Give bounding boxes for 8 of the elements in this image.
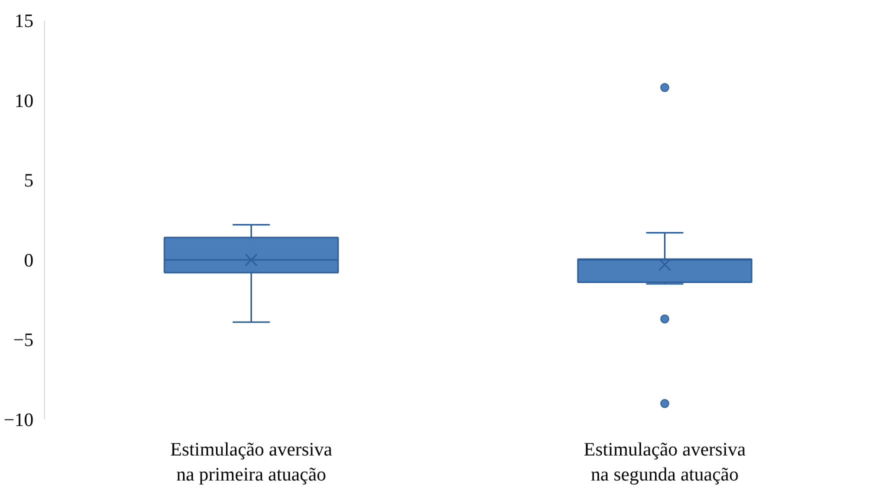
- y-tick-label: 5: [24, 170, 34, 192]
- x-tick-label: Estimulação aversiva na segunda atuação: [584, 440, 746, 486]
- y-tick-label: 10: [14, 90, 34, 112]
- x-tick-label: Estimulação aversiva na primeira atuação: [170, 440, 333, 486]
- y-tick-label: −5: [13, 330, 34, 352]
- y-tick-label: 15: [14, 11, 34, 32]
- y-tick-label: 0: [24, 250, 34, 272]
- y-tick-label: −10: [4, 410, 34, 431]
